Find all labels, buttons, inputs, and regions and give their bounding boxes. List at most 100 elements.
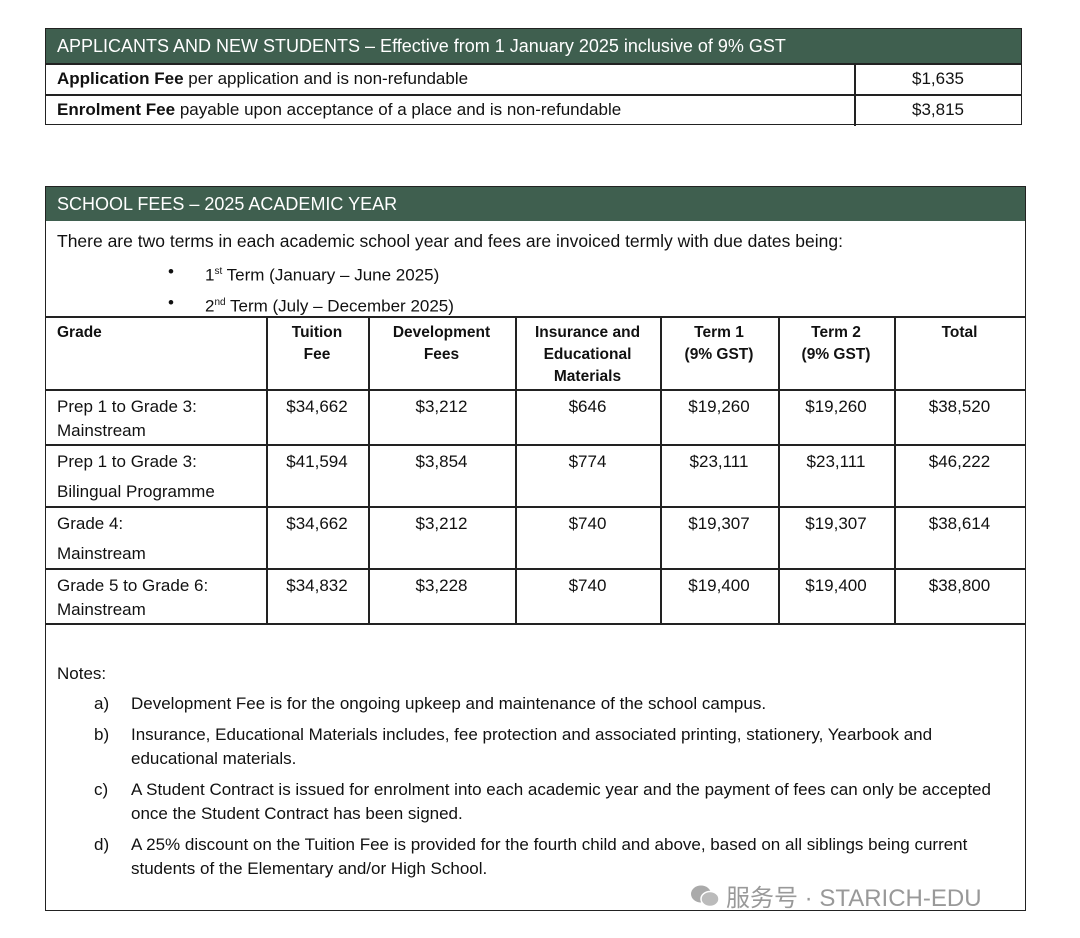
header-line: Fee xyxy=(303,346,331,363)
grade: Prep 1 to Grade 3: Bilingual Programme xyxy=(57,450,262,506)
fee-value: $19,260 xyxy=(805,397,867,416)
grade-line: Prep 1 to Grade 3: xyxy=(57,452,197,471)
term-suffix: nd xyxy=(214,297,226,308)
fee-value: $38,800 xyxy=(928,576,991,595)
header-line: Term 2 xyxy=(811,324,861,341)
fee-label: Application Fee per application and is n… xyxy=(57,67,468,91)
fee-desc: payable upon acceptance of a place and i… xyxy=(175,100,622,119)
header-line: Materials xyxy=(553,368,622,385)
grade-line: Grade 5 to Grade 6: xyxy=(57,576,209,595)
school-fees-table: SCHOOL FEES – 2025 ACADEMIC YEAR There ar… xyxy=(45,186,1026,911)
grade-line: Bilingual Programme xyxy=(57,482,215,501)
rule xyxy=(660,316,662,623)
fee-desc: per application and is non-refundable xyxy=(183,69,469,88)
wechat-icon xyxy=(691,885,720,907)
fee-value: $19,307 xyxy=(805,514,867,533)
fee-value: $46,222 xyxy=(928,452,991,471)
grade-line: Grade 4: xyxy=(57,514,124,533)
bullet: • xyxy=(168,262,174,281)
fee-value: $23,111 xyxy=(689,452,749,471)
grade-line: Mainstream xyxy=(57,421,146,440)
header-line: Fees xyxy=(423,346,460,363)
note: d) A 25% discount on the Tuition Fee is p… xyxy=(46,833,1025,881)
note-text: A Student Contract is issued for enrolme… xyxy=(131,780,991,823)
fee-value: $3,212 xyxy=(415,514,468,533)
rule xyxy=(46,568,1025,570)
header-line: Tuition xyxy=(291,324,343,341)
header-line: (9% GST) xyxy=(801,346,871,363)
intro: There are two terms in each academic sch… xyxy=(57,231,843,251)
grade: Grade 4: Mainstream xyxy=(57,512,262,568)
column-header: Development Fees xyxy=(368,322,515,366)
note-text: Development Fee is for the ongoing upkee… xyxy=(131,694,767,713)
header-line: Educational xyxy=(543,346,632,363)
section-header: APPLICANTS AND NEW STUDENTS – Effective … xyxy=(46,29,1021,63)
grade-line: Prep 1 to Grade 3: xyxy=(57,397,197,416)
column-header: Total xyxy=(894,322,1025,344)
column-header: Term 1 (9% GST) xyxy=(660,322,778,366)
rule xyxy=(46,94,1021,96)
fee-value: $19,260 xyxy=(688,397,750,416)
fee-amount: $3,815 xyxy=(912,100,964,119)
fee-value: $38,520 xyxy=(928,397,991,416)
fee-value: $19,307 xyxy=(688,514,750,533)
fee-value: $740 xyxy=(568,576,607,595)
term: 1st Term (January – June 2025) xyxy=(205,260,439,288)
fee-value: $23,111 xyxy=(806,452,866,471)
grade-line: Mainstream xyxy=(57,600,146,619)
rule xyxy=(46,63,1021,65)
fee-value: $3,212 xyxy=(415,397,468,416)
applicants-table: APPLICANTS AND NEW STUDENTS – Effective … xyxy=(45,28,1022,126)
term-text: Term (January – June 2025) xyxy=(222,265,440,285)
rule xyxy=(46,444,1025,446)
term-text: Term (July – December 2025) xyxy=(225,296,454,316)
column-header: Tuition Fee xyxy=(266,322,368,366)
rule xyxy=(894,316,896,623)
fee-value: $38,614 xyxy=(928,514,991,533)
note-text: Insurance, Educational Materials include… xyxy=(131,725,933,768)
grade-line: Mainstream xyxy=(57,544,146,563)
header-line: Insurance and xyxy=(534,324,641,341)
header-line: Total xyxy=(941,324,978,341)
note-letter: b) xyxy=(94,725,110,744)
bullet: • xyxy=(168,293,174,312)
note-text: A 25% discount on the Tuition Fee is pro… xyxy=(131,835,968,878)
rule xyxy=(46,623,1025,625)
fee-name: Application Fee xyxy=(57,69,184,88)
term-num: 1 xyxy=(205,265,215,285)
watermark-text: 服务号 · STARICH-EDU xyxy=(726,885,982,912)
notes-label: Notes: xyxy=(57,664,107,683)
note: c) A Student Contract is issued for enrol… xyxy=(46,778,1025,826)
note-letter: c) xyxy=(94,780,109,799)
note: a) Development Fee is for the ongoing upk… xyxy=(46,692,1025,716)
watermark: 服务号 · STARICH-EDU xyxy=(690,878,982,913)
fee-value: $774 xyxy=(568,452,607,471)
fee-value: $3,228 xyxy=(415,576,468,595)
header-line: Grade xyxy=(57,324,102,341)
header-line: Development xyxy=(392,324,491,341)
header-line: (9% GST) xyxy=(684,346,754,363)
fee-value: $19,400 xyxy=(688,576,750,595)
rule xyxy=(368,316,370,623)
fee-value: $740 xyxy=(568,514,607,533)
rule xyxy=(46,389,1025,391)
rule xyxy=(778,316,780,623)
fee-value: $19,400 xyxy=(805,576,867,595)
fee-label: Enrolment Fee payable upon acceptance of… xyxy=(57,98,621,122)
fee-amount: $1,635 xyxy=(912,69,964,88)
rule xyxy=(854,63,856,126)
fee-value: $3,854 xyxy=(415,452,468,471)
fee-name: Enrolment Fee xyxy=(57,100,176,119)
column-header: Grade xyxy=(46,322,266,344)
rule xyxy=(46,506,1025,508)
fee-value: $41,594 xyxy=(286,452,348,471)
rule xyxy=(515,316,517,623)
column-header: Term 2 (9% GST) xyxy=(778,322,894,366)
rule xyxy=(266,316,268,623)
term-suffix: st xyxy=(214,266,223,277)
note: b) Insurance, Educational Materials inclu… xyxy=(46,723,1025,771)
rule xyxy=(46,316,1025,318)
note-letter: d) xyxy=(94,835,110,854)
section-header: SCHOOL FEES – 2025 ACADEMIC YEAR xyxy=(46,187,1025,221)
